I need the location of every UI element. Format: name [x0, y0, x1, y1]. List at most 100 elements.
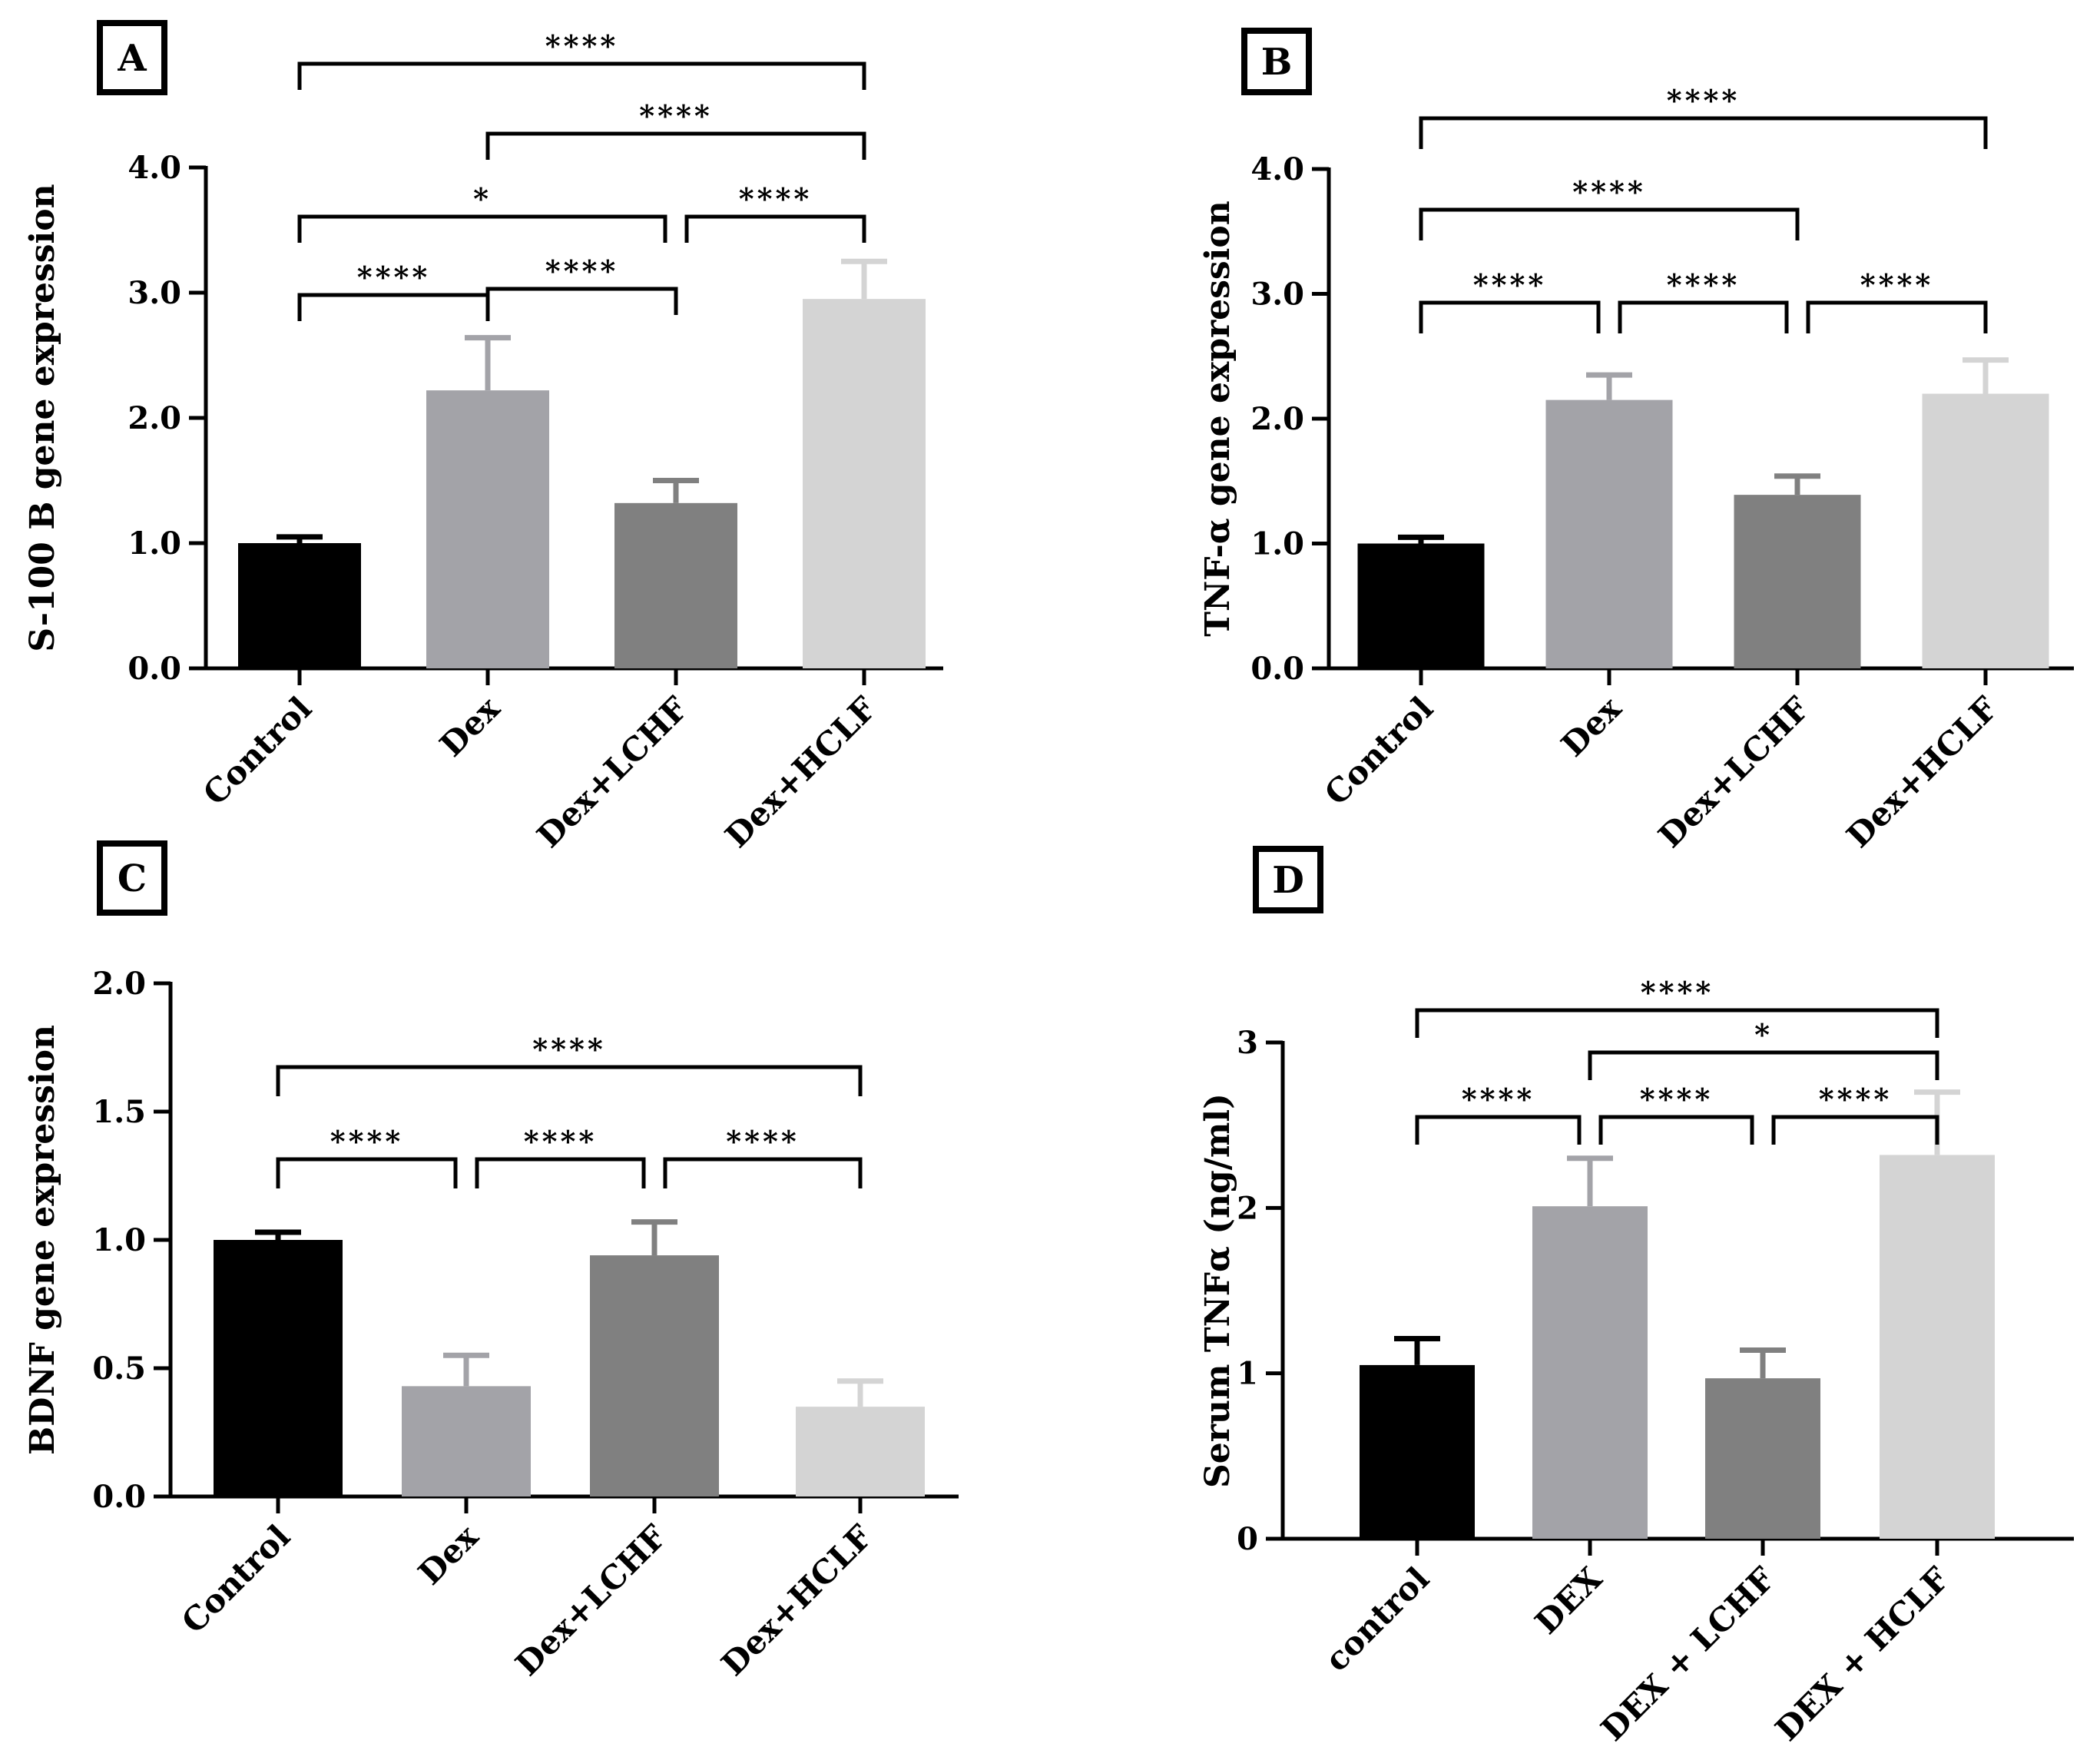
significance-label: **** [1640, 1082, 1714, 1116]
significance-label: **** [1473, 267, 1547, 302]
y-tick-label: 3 [1237, 1025, 1258, 1061]
y-axis-title: TNF-α gene expression [1198, 201, 1237, 637]
y-tick-label: 3.0 [1250, 277, 1304, 313]
significance-bracket [475, 1157, 646, 1188]
x-tick-label: Dex+HCLF [714, 1517, 880, 1683]
significance-label: **** [1462, 1082, 1535, 1116]
x-tick-label: Dex+LCHF [530, 689, 696, 855]
y-tick-label: 4.0 [1250, 151, 1304, 187]
panel-label: C [118, 857, 147, 900]
significance-bracket [663, 1157, 863, 1188]
x-tick-label: DEX + HCLF [1768, 1559, 1956, 1748]
significance-bracket [276, 1157, 458, 1188]
significance-label: **** [545, 254, 619, 288]
x-tick-label: Dex [432, 689, 508, 764]
significance-label: **** [739, 181, 813, 216]
significance-bracket [1419, 207, 1800, 240]
y-tick-label: 0 [1237, 1521, 1258, 1557]
x-tick-label: Dex+HCLF [1840, 689, 2006, 855]
bar-1 [1545, 399, 1673, 668]
panel-label: D [1272, 859, 1304, 902]
x-tick-label: Dex [411, 1517, 486, 1593]
y-tick-label: 1.0 [1250, 526, 1304, 562]
bar-1 [402, 1386, 531, 1496]
panel-b: B 0.0 1.0 2.0 3.0 4.0 TNF-α gene expression Con… [1198, 28, 2074, 855]
y-tick-label: 1.0 [128, 525, 181, 562]
significance-label: **** [532, 1032, 606, 1066]
x-tick-label: Dex+HCLF [718, 689, 884, 855]
significance-bracket [297, 293, 490, 321]
y-tick-label: 1 [1237, 1356, 1258, 1392]
y-axis-title: Serum TNFα (ng/ml) [1198, 1093, 1237, 1488]
bar-3 [1880, 1155, 1995, 1539]
x-tick-label: DEX + LCHF [1594, 1559, 1782, 1748]
x-tick-label: Dex+LCHF [508, 1517, 674, 1683]
y-tick-label: 0.5 [92, 1351, 146, 1387]
bar-1 [426, 390, 549, 668]
panel-label: B [1261, 41, 1293, 84]
significance-bracket [297, 214, 667, 243]
x-tick-label: Control [1317, 689, 1440, 812]
panel-c: C 0.0 0.5 1.0 1.5 2.0 BDNF gene expression Cont… [23, 840, 959, 1683]
bar-3 [803, 299, 926, 668]
panel-a: A 0.0 1.0 2.0 3.0 4.0 S-100 B gene expression C… [23, 20, 943, 855]
x-tick-label: control [1317, 1559, 1436, 1679]
y-tick-label: 2 [1237, 1190, 1258, 1226]
significance-label: **** [1667, 267, 1741, 302]
bar-0 [1357, 543, 1485, 668]
bar-2 [614, 502, 737, 668]
bar-3 [1922, 393, 2049, 668]
significance-label: * [473, 181, 492, 216]
bar-2 [590, 1255, 719, 1496]
significance-label: **** [330, 1124, 404, 1158]
y-tick-label: 0.0 [1250, 651, 1304, 687]
significance-label: * [1754, 1017, 1773, 1052]
y-tick-label: 0.0 [92, 1479, 146, 1515]
x-tick-label: Dex [1554, 689, 1629, 764]
significance-bracket [1618, 300, 1789, 333]
panel-label-box [1241, 28, 1312, 95]
significance-bracket [684, 214, 866, 243]
significance-label: **** [1860, 267, 1934, 302]
bar-0 [214, 1240, 343, 1496]
y-tick-label: 2.0 [128, 400, 181, 436]
significance-label: **** [1819, 1082, 1893, 1116]
bar-0 [238, 543, 361, 668]
significance-label: **** [545, 28, 619, 63]
significance-label: **** [1572, 174, 1646, 209]
y-tick-label: 1.0 [92, 1222, 146, 1258]
significance-bracket [297, 61, 866, 90]
significance-bracket [1771, 1115, 1939, 1145]
y-axis-title: BDNF gene expression [23, 1025, 62, 1455]
x-tick-label: Dex+LCHF [1651, 689, 1817, 855]
significance-label: **** [639, 98, 713, 133]
significance-bracket [485, 287, 678, 315]
y-tick-label: 1.5 [92, 1094, 146, 1130]
panel-label: A [117, 37, 147, 80]
x-tick-label: DEX [1528, 1559, 1609, 1641]
x-tick-label: Control [174, 1517, 297, 1640]
y-tick-label: 0.0 [128, 651, 181, 687]
panel-label-box [97, 840, 167, 916]
significance-bracket [1415, 1008, 1939, 1038]
significance-bracket [1415, 1115, 1582, 1145]
bar-3 [796, 1407, 925, 1496]
panel-label-box [97, 20, 167, 95]
significance-bracket [276, 1065, 863, 1096]
significance-bracket [1419, 300, 1601, 333]
y-tick-label: 4.0 [128, 150, 181, 186]
significance-label: **** [1641, 975, 1714, 1009]
significance-label: **** [1667, 83, 1741, 118]
significance-bracket [1598, 1115, 1754, 1145]
y-tick-label: 2.0 [1250, 401, 1304, 437]
bar-2 [1734, 495, 1861, 668]
x-tick-label: Control [196, 689, 319, 812]
significance-bracket [1806, 300, 1988, 333]
bar-0 [1360, 1364, 1475, 1539]
significance-label: **** [357, 260, 431, 294]
bar-1 [1532, 1206, 1648, 1539]
y-tick-label: 2.0 [92, 966, 146, 1002]
significance-bracket [1419, 116, 1988, 149]
